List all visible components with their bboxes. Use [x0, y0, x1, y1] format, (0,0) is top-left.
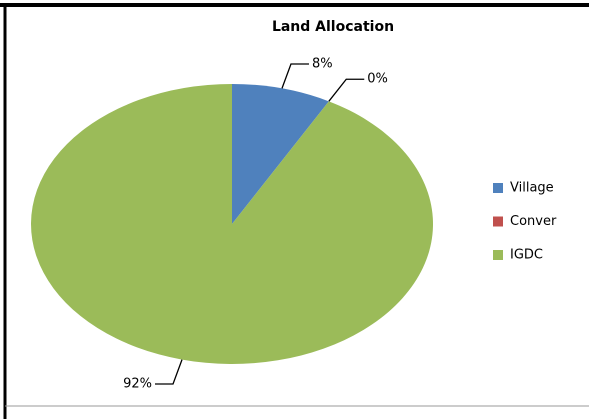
legend-label: Village — [510, 181, 554, 196]
data-label: 8% — [312, 56, 333, 71]
legend-label: IGDC — [510, 248, 543, 263]
pie-slice — [30, 84, 434, 364]
legend-swatch — [493, 250, 503, 260]
leader-line — [328, 78, 365, 102]
data-label: 92% — [123, 377, 152, 392]
legend-label: Conver — [510, 214, 557, 229]
leader-line — [155, 359, 183, 385]
pie-slice — [232, 84, 329, 224]
legend-swatch — [493, 183, 503, 193]
chart-title: Land Allocation — [272, 19, 394, 35]
legend-swatch — [493, 216, 503, 227]
data-label: 0% — [367, 72, 388, 87]
leader-line — [281, 63, 309, 89]
